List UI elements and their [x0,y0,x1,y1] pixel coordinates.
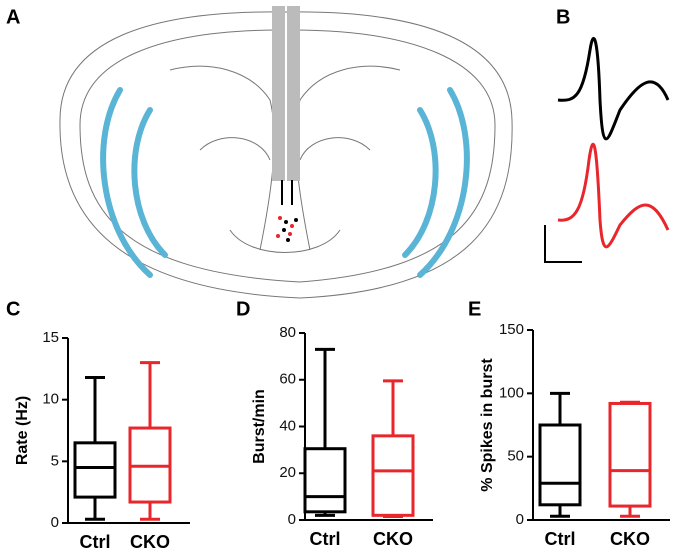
panel-label: C [6,298,20,320]
y-tick-label: 5 [51,452,59,469]
box [608,401,652,508]
x-tick-label: CKO [610,529,650,549]
y-tick-label: 100 [499,384,524,401]
recording-sites [276,216,298,242]
box [73,441,117,499]
y-axis-label: % Spikes in burst [479,358,496,492]
waveform-ctrl [557,37,670,141]
x-tick-label: Ctrl [310,529,341,549]
panel-label: A [6,6,20,28]
y-axis-label: Rate (Hz) [14,396,31,465]
electrode [272,6,285,181]
y-tick-label: 150 [499,321,524,338]
panel-label: D [236,298,250,320]
box [303,447,347,514]
hippocampus [100,87,470,278]
brain-atlas [59,11,513,299]
box [371,434,415,517]
y-tick-label: 50 [507,448,524,465]
y-axis-label: Burst/min [251,389,268,464]
panel-label: E [468,298,481,320]
y-tick-label: 0 [288,511,296,528]
electrode [287,6,300,181]
x-tick-label: CKO [130,532,170,552]
x-tick-label: Ctrl [80,532,111,552]
waveform-cko [557,142,670,249]
y-tick-label: 20 [279,464,296,481]
box [538,423,582,507]
y-tick-label: 10 [42,391,59,408]
y-tick-label: 0 [516,511,524,528]
y-tick-label: 0 [51,514,59,531]
y-tick-label: 80 [279,324,296,341]
y-tick-label: 40 [279,417,296,434]
y-tick-label: 15 [42,329,59,346]
x-tick-label: Ctrl [545,529,576,549]
scale-bar [544,225,582,263]
panel-label: B [556,6,570,28]
y-tick-label: 60 [279,371,296,388]
x-tick-label: CKO [373,529,413,549]
